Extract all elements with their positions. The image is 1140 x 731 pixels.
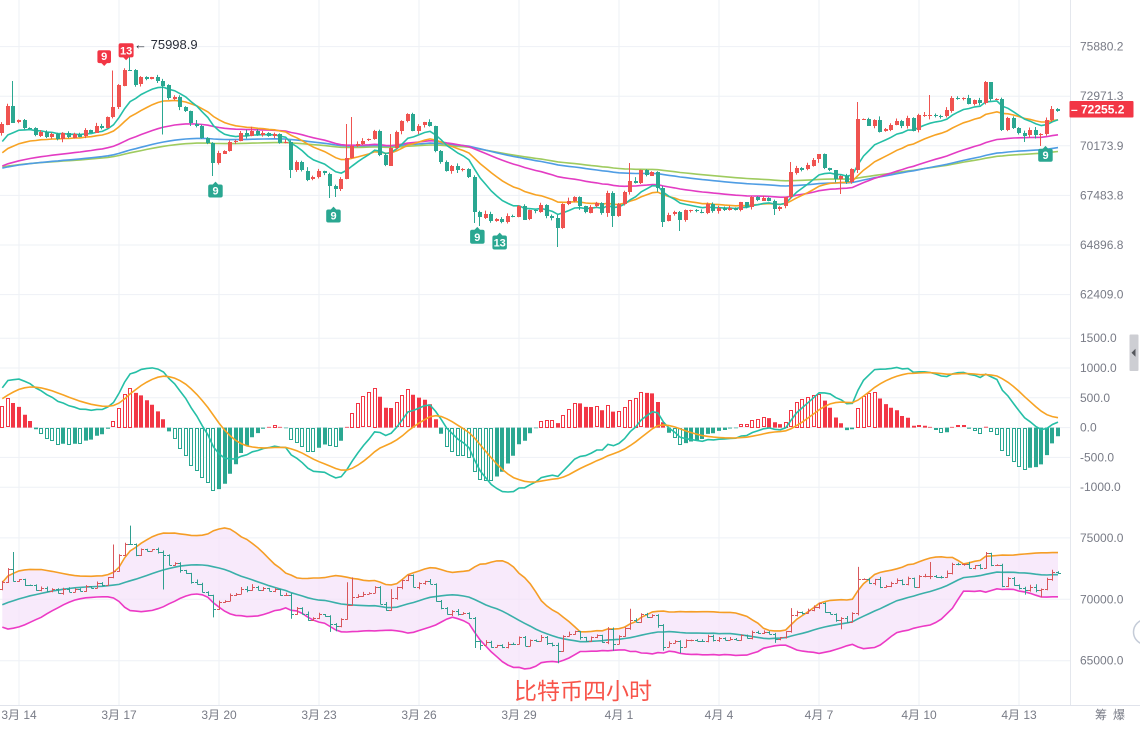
svg-text:3月 14: 3月 14 — [1, 708, 37, 722]
svg-text:13: 13 — [494, 238, 506, 250]
svg-text:比特币四小时: 比特币四小时 — [514, 678, 652, 704]
svg-text:0.0: 0.0 — [1080, 421, 1097, 435]
svg-text:9: 9 — [1042, 150, 1048, 162]
svg-text:3月 20: 3月 20 — [201, 708, 237, 722]
svg-text:67483.8: 67483.8 — [1080, 188, 1124, 202]
svg-text:9: 9 — [101, 51, 107, 63]
svg-text:75000.0: 75000.0 — [1080, 531, 1124, 545]
svg-text:筹爆: 筹爆 — [1095, 708, 1131, 722]
svg-text:500.0: 500.0 — [1080, 391, 1110, 405]
svg-text:72255.2: 72255.2 — [1081, 103, 1125, 117]
svg-text:4月 13: 4月 13 — [1001, 708, 1037, 722]
svg-text:1500.0: 1500.0 — [1080, 331, 1117, 345]
svg-text:9: 9 — [330, 211, 336, 223]
svg-text:70000.0: 70000.0 — [1080, 592, 1124, 606]
svg-text:4月 10: 4月 10 — [901, 708, 937, 722]
svg-text:70173.9: 70173.9 — [1080, 139, 1124, 153]
svg-text:4月 7: 4月 7 — [805, 708, 834, 722]
svg-text:9: 9 — [212, 186, 218, 198]
svg-text:–: – — [1071, 103, 1078, 117]
svg-text:← 75998.9: ← 75998.9 — [134, 37, 198, 52]
svg-text:3月 26: 3月 26 — [401, 708, 437, 722]
svg-text:3月 23: 3月 23 — [301, 708, 337, 722]
svg-text:4月 4: 4月 4 — [705, 708, 734, 722]
svg-text:13: 13 — [120, 45, 132, 57]
svg-text:62409.0: 62409.0 — [1080, 288, 1124, 302]
svg-text:9: 9 — [474, 232, 480, 244]
svg-text:1000.0: 1000.0 — [1080, 361, 1117, 375]
svg-text:4月 1: 4月 1 — [605, 708, 634, 722]
svg-text:75880.2: 75880.2 — [1080, 40, 1124, 54]
svg-text:-500.0: -500.0 — [1080, 450, 1114, 464]
svg-text:3月 29: 3月 29 — [501, 708, 537, 722]
svg-text:64896.8: 64896.8 — [1080, 238, 1124, 252]
svg-text:3月 17: 3月 17 — [101, 708, 137, 722]
svg-text:-1000.0: -1000.0 — [1080, 480, 1121, 494]
svg-text:65000.0: 65000.0 — [1080, 654, 1124, 668]
